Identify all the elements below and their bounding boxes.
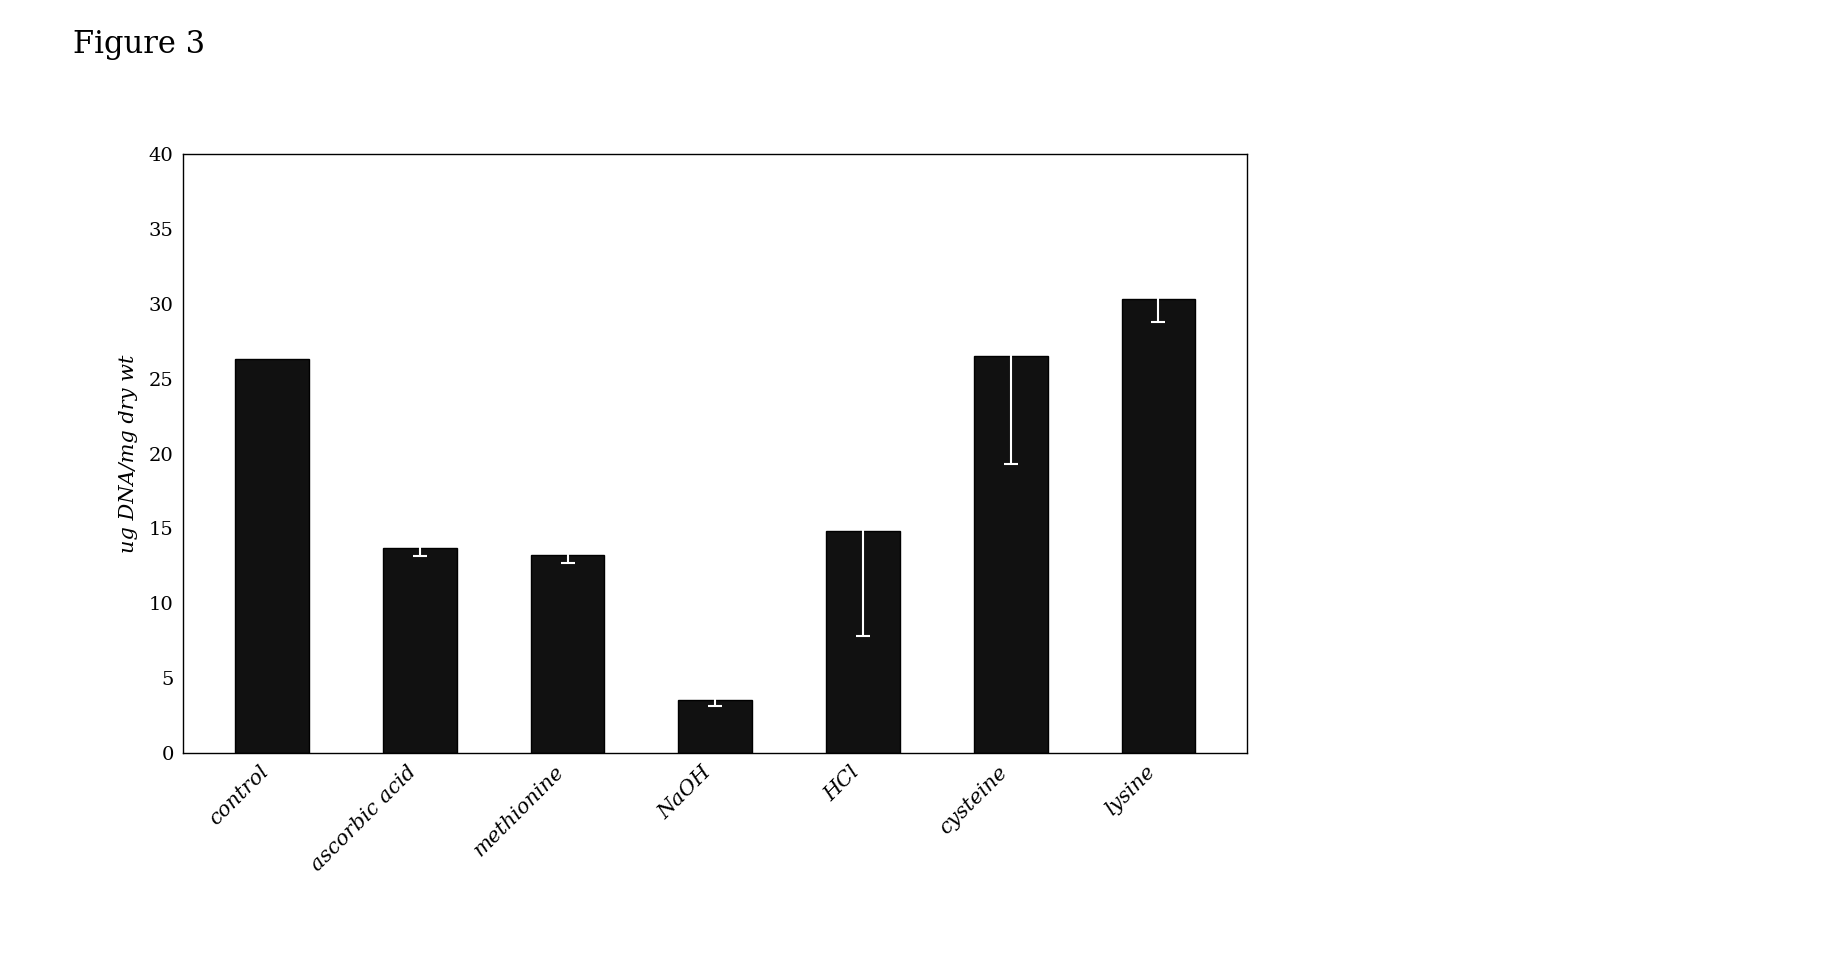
Bar (974, 356, 1047, 753)
Bar (383, 548, 457, 753)
Bar (235, 359, 308, 753)
Y-axis label: ug DNA/mg dry wt: ug DNA/mg dry wt (119, 354, 138, 553)
Bar (825, 532, 900, 753)
Text: Figure 3: Figure 3 (73, 29, 205, 60)
Bar (1122, 299, 1196, 753)
Bar (530, 555, 605, 753)
Bar (679, 701, 752, 753)
